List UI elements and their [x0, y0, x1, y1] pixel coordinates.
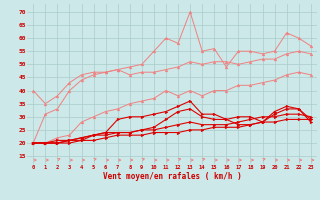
X-axis label: Vent moyen/en rafales ( km/h ): Vent moyen/en rafales ( km/h ) — [103, 172, 241, 181]
